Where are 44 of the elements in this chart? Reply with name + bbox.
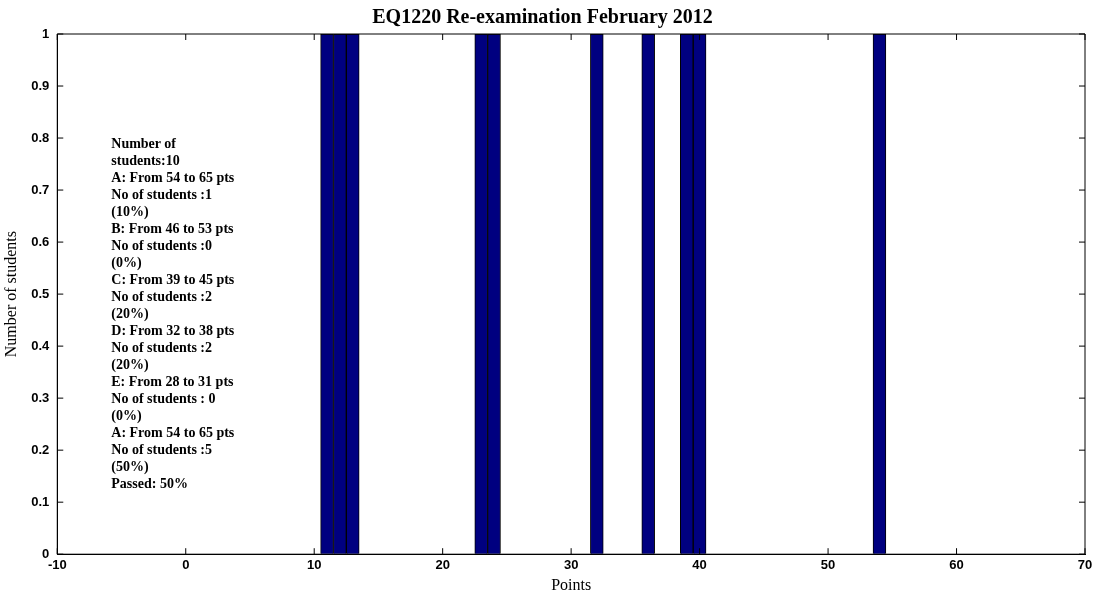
annotation: Number of [111,135,177,151]
y-tick-label: 1 [42,25,50,41]
y-axis-title: Number of students [1,231,19,358]
annotation: C: From 39 to 45 pts [111,271,235,287]
x-tick-label: 50 [820,556,836,572]
y-tick-label: 0.6 [31,233,50,249]
y-tick-label: 0.4 [31,337,51,353]
annotation: (20%) [111,305,149,322]
y-tick-label: 0.8 [31,129,50,145]
annotation: A: From 54 to 65 pts [111,424,235,440]
annotation: (50%) [111,458,149,475]
annotation: No of students : 0 [111,390,216,406]
y-tick-label: 0.9 [31,77,50,93]
x-tick-label: 10 [306,556,322,572]
annotation: Passed: 50% [111,475,188,491]
annotation: No of students :2 [111,288,213,304]
annotation: E: From 28 to 31 pts [111,373,235,389]
annotation: (0%) [111,407,142,424]
annotation: (20%) [111,356,149,373]
y-tick-label: 0.1 [31,493,50,509]
x-tick-label: 40 [692,556,707,572]
x-tick-label: 30 [563,556,579,572]
y-tick-label: 0.3 [31,389,50,405]
annotation: B: From 46 to 53 pts [111,220,235,236]
annotation: (0%) [111,254,142,271]
x-tick-label: 70 [1077,556,1093,572]
x-tick-label: 0 [182,556,190,572]
y-tick-label: 0.5 [31,285,50,301]
y-tick-label: 0 [42,545,50,561]
annotation: A: From 54 to 65 pts [111,169,235,185]
annotation: No of students :5 [111,441,213,457]
annotation: students:10 [111,152,180,168]
x-tick-label: -10 [47,556,67,572]
chart-title: EQ1220 Re-examination February 2012 [372,5,713,29]
x-tick-label: 60 [949,556,964,572]
annotation: No of students :2 [111,339,213,355]
y-tick-label: 0.7 [31,181,50,197]
annotation: (10%) [111,203,149,220]
annotation: No of students :0 [111,237,213,253]
x-tick-label: 20 [435,556,450,572]
x-axis-title: Points [551,575,592,593]
annotation: No of students :1 [111,186,213,202]
y-tick-label: 0.2 [31,441,50,457]
annotation: D: From 32 to 38 pts [111,322,235,338]
